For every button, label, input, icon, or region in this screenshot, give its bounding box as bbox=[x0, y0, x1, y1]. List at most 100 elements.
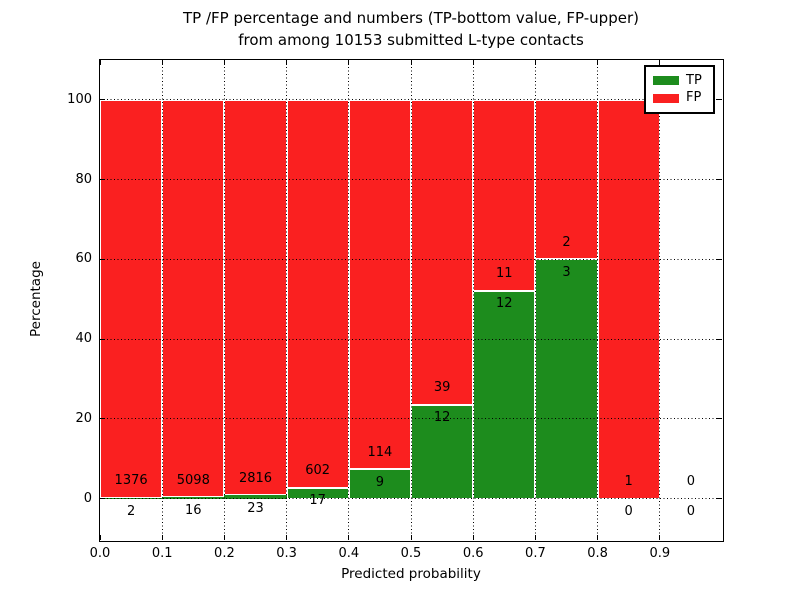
x-tick-label: 0.3 bbox=[276, 546, 297, 561]
legend-item-fp: FP bbox=[653, 91, 706, 105]
x-tick-label: 0.6 bbox=[462, 546, 484, 561]
x-tick-label: 0.4 bbox=[338, 546, 360, 561]
tp-count-label: 12 bbox=[496, 296, 513, 312]
tp-count-label: 0 bbox=[624, 504, 633, 520]
fp-count-label: 5098 bbox=[176, 472, 210, 488]
fp-count-label: 11 bbox=[496, 265, 513, 281]
y-gridline bbox=[100, 418, 722, 420]
x-tick-mark bbox=[348, 535, 350, 540]
x-tick-label: 0.8 bbox=[587, 546, 608, 561]
tp-count-label: 16 bbox=[185, 502, 202, 518]
y-tick-label: 40 bbox=[75, 331, 92, 347]
x-tick-mark bbox=[659, 535, 661, 540]
x-tick-mark bbox=[161, 535, 163, 540]
fp-count-label: 2816 bbox=[238, 470, 273, 486]
x-gridline bbox=[348, 60, 350, 540]
y-axis-label: Percentage bbox=[28, 261, 44, 337]
x-gridline bbox=[286, 60, 288, 540]
y-gridline bbox=[100, 99, 722, 101]
y-tick-mark-right bbox=[717, 498, 722, 500]
y-gridline bbox=[100, 179, 722, 181]
x-tick-mark bbox=[472, 535, 474, 540]
y-tick-mark bbox=[100, 498, 105, 500]
y-tick-mark bbox=[100, 258, 105, 260]
fp-count-label: 1 bbox=[624, 473, 633, 489]
y-tick-mark-right bbox=[717, 338, 722, 340]
fp-bar-segment bbox=[162, 99, 225, 498]
y-gridline bbox=[100, 258, 722, 260]
fp-count-label: 114 bbox=[367, 444, 393, 460]
x-tick-label: 0.0 bbox=[89, 546, 111, 561]
fp-count-label: 2 bbox=[562, 234, 571, 250]
y-gridline bbox=[100, 498, 722, 500]
fp-bar-segment bbox=[348, 99, 411, 470]
x-gridline bbox=[472, 60, 474, 540]
x-gridline bbox=[223, 60, 225, 540]
y-tick-mark bbox=[100, 179, 105, 181]
fp-bar-segment bbox=[224, 99, 287, 496]
fp-bar-segment bbox=[100, 99, 163, 498]
x-tick-mark-top bbox=[286, 60, 288, 65]
y-tick-mark-right bbox=[717, 179, 722, 181]
y-gridline bbox=[100, 338, 722, 340]
tp-count-label: 2 bbox=[126, 503, 136, 519]
chart-title-line1: TP /FP percentage and numbers (TP-bottom… bbox=[183, 9, 639, 27]
x-tick-label: 0.5 bbox=[400, 546, 422, 561]
tp-bar-segment bbox=[348, 469, 411, 499]
y-tick-mark bbox=[100, 418, 105, 420]
fp-bar-segment bbox=[286, 99, 349, 488]
x-tick-mark bbox=[534, 535, 536, 540]
tp-count-label: 0 bbox=[686, 504, 696, 520]
legend-item-tp: TP bbox=[653, 72, 706, 88]
chart-title-line2: from among 10153 submitted L-type contac… bbox=[238, 31, 584, 49]
x-tick-label: 0.9 bbox=[649, 546, 671, 561]
x-tick-mark-top bbox=[597, 60, 599, 65]
x-tick-mark bbox=[597, 535, 599, 540]
y-tick-mark-right bbox=[717, 258, 722, 260]
x-tick-mark-top bbox=[659, 60, 661, 65]
fp-bar-segment bbox=[597, 99, 660, 499]
x-tick-mark bbox=[223, 535, 225, 540]
y-tick-label: 80 bbox=[75, 171, 92, 187]
tp-count-label: 12 bbox=[433, 410, 451, 426]
tp-legend-swatch bbox=[653, 76, 679, 86]
tp-bar-segment bbox=[473, 290, 536, 499]
tp-bar-segment bbox=[535, 259, 598, 499]
y-tick-label: 0 bbox=[83, 490, 92, 506]
fp-bar-segment bbox=[411, 99, 474, 405]
fp-count-label: 602 bbox=[305, 462, 331, 478]
x-tick-mark bbox=[99, 535, 101, 540]
x-tick-mark-top bbox=[472, 60, 474, 65]
y-tick-mark-right bbox=[717, 418, 722, 420]
tp-count-label: 17 bbox=[309, 493, 326, 509]
tp-bar-segment bbox=[162, 497, 225, 499]
x-gridline bbox=[410, 60, 412, 540]
legend-label-tp: TP bbox=[686, 72, 702, 88]
x-tick-mark bbox=[286, 535, 288, 540]
x-gridline bbox=[597, 60, 599, 540]
tp-count-label: 3 bbox=[562, 264, 571, 280]
x-gridline bbox=[659, 60, 661, 540]
x-tick-label: 0.1 bbox=[151, 546, 173, 561]
y-tick-mark-right bbox=[717, 99, 722, 101]
x-tick-mark-top bbox=[410, 60, 412, 65]
y-tick-mark bbox=[100, 99, 105, 101]
fp-bar-segment bbox=[473, 99, 536, 291]
legend-label-fp: FP bbox=[686, 90, 702, 106]
x-gridline bbox=[161, 60, 163, 540]
fp-count-label: 1376 bbox=[114, 473, 148, 489]
x-tick-mark bbox=[410, 535, 412, 540]
y-tick-label: 100 bbox=[67, 91, 92, 107]
fp-count-label: 0 bbox=[686, 473, 696, 489]
x-tick-mark-top bbox=[534, 60, 536, 65]
tp-bar-segment bbox=[411, 404, 474, 499]
y-tick-label: 60 bbox=[75, 251, 92, 267]
x-tick-mark-top bbox=[161, 60, 163, 65]
chart-title: TP /FP percentage and numbers (TP-bottom… bbox=[61, 7, 761, 51]
x-tick-label: 0.7 bbox=[525, 546, 546, 561]
tp-count-label: 9 bbox=[375, 474, 385, 490]
x-tick-mark-top bbox=[348, 60, 350, 65]
tp-bar-segment bbox=[224, 495, 287, 499]
tp-count-label: 23 bbox=[247, 500, 264, 516]
